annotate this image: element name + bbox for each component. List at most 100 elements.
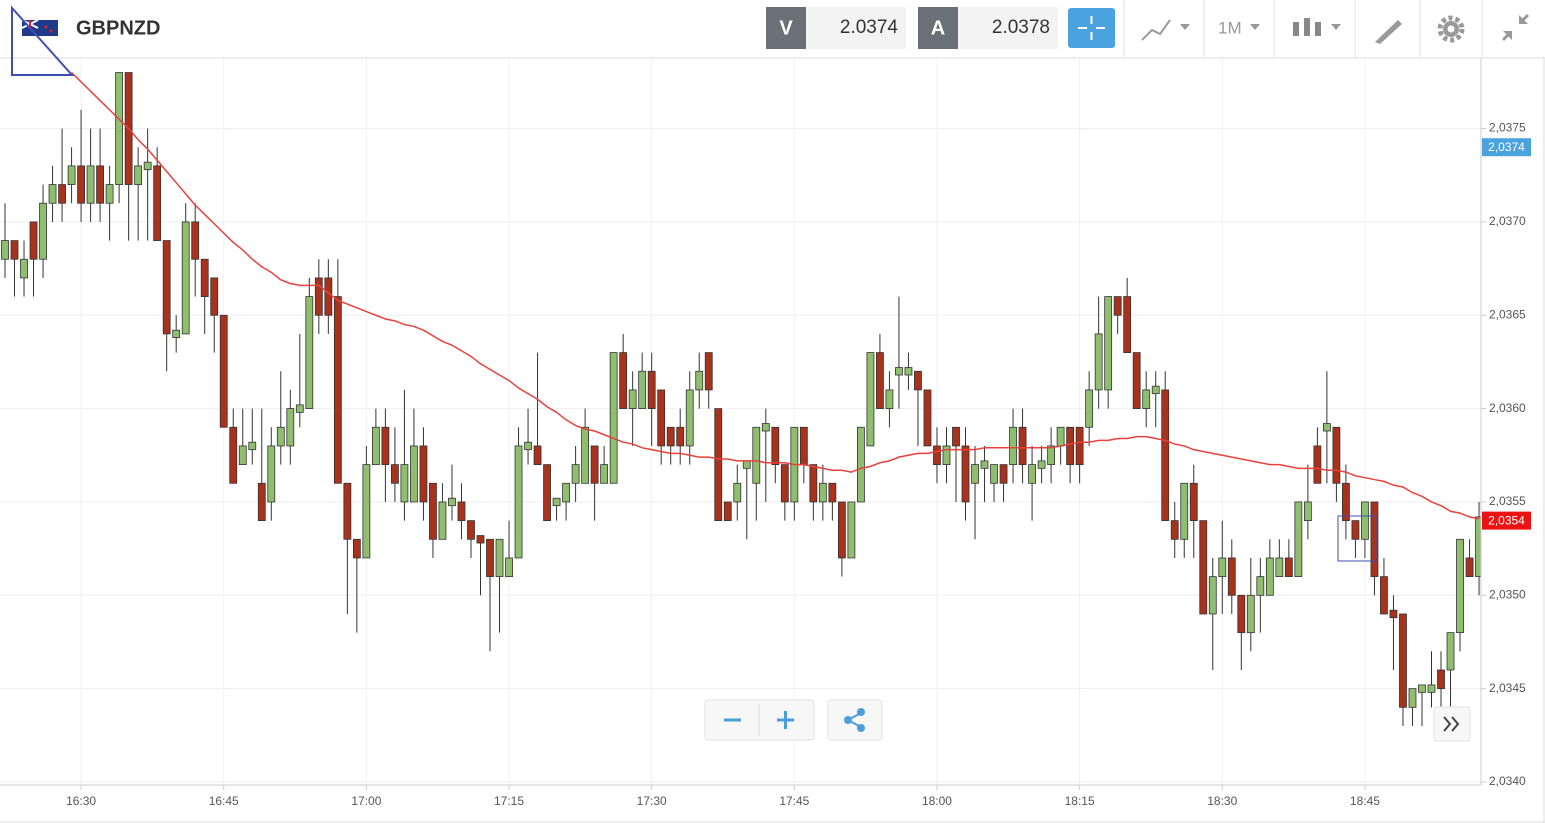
collapse-button[interactable] (1501, 13, 1530, 42)
candles-icon (1293, 22, 1299, 36)
candle-body (191, 221, 200, 260)
candle-body (1465, 557, 1474, 578)
candle-body (914, 370, 922, 391)
candle-body (153, 165, 162, 241)
plot-area (1, 72, 1481, 726)
candle-body (771, 426, 780, 466)
candle-body (1408, 688, 1417, 708)
flag-icon (21, 19, 58, 36)
drawing-button[interactable] (1375, 20, 1402, 44)
candle-body (1294, 501, 1303, 578)
candle-body (961, 445, 970, 503)
x-tick-label: 18:45 (1350, 794, 1380, 808)
candle-body (476, 535, 485, 544)
flag (49, 29, 53, 33)
settings-button[interactable] (1437, 15, 1465, 43)
collapse-icon (1503, 31, 1512, 40)
candle-body (752, 426, 761, 484)
candle-body (324, 277, 333, 316)
candle-body (1389, 609, 1398, 619)
candle-body (1066, 426, 1075, 466)
candle-body (1351, 520, 1360, 540)
candle-body (286, 408, 295, 447)
chart-type-button[interactable] (1141, 19, 1190, 41)
zoom-in-button[interactable] (777, 711, 794, 729)
candle-body (391, 464, 399, 484)
scroll-end-box (1433, 706, 1471, 742)
candle-body (600, 464, 609, 484)
candle-body (942, 445, 951, 466)
sell-button[interactable]: V 2.0374 (766, 7, 906, 49)
candle-body (172, 329, 181, 339)
candle-body (162, 240, 171, 335)
candle-body (505, 557, 513, 578)
x-tick-label: 17:45 (779, 794, 809, 808)
candle-body (86, 165, 95, 204)
buy-label-box (918, 7, 958, 49)
timeframe: 1M (1218, 18, 1242, 37)
candle-body (343, 482, 352, 540)
candle-body (20, 258, 28, 279)
dropdown-arrow (1331, 24, 1341, 30)
candle-body (143, 161, 152, 171)
x-tick-label: 18:30 (1207, 794, 1237, 808)
buy-price: 2.0378 (992, 17, 1050, 38)
candle-body (590, 445, 599, 484)
candle-body (780, 464, 789, 503)
candles-icon (1315, 22, 1321, 36)
candle-body (799, 426, 808, 466)
candle-body (1104, 296, 1113, 391)
scroll-end-icon (1451, 716, 1460, 732)
candle-body (543, 464, 551, 522)
candle-body (1132, 352, 1141, 409)
candle-body (486, 538, 494, 578)
candle-body (1199, 520, 1208, 615)
candle-body (1246, 594, 1255, 634)
candle-body (58, 184, 66, 204)
candle-body (1380, 576, 1388, 615)
candle-body (809, 464, 818, 503)
share-box (827, 699, 883, 741)
candles-button[interactable] (1293, 18, 1341, 36)
candle-body (562, 482, 570, 503)
candle-body (990, 464, 998, 484)
selection-box (1337, 515, 1377, 562)
buy-button[interactable]: A 2.0378 (918, 7, 1058, 49)
candle-body (229, 426, 238, 484)
candle-body (295, 404, 304, 413)
candle-body (695, 370, 704, 391)
price-marker-label: 2,0354 (1488, 513, 1525, 527)
chart-type-icon (1141, 19, 1171, 41)
share-button[interactable] (827, 699, 883, 741)
candle-body (1113, 296, 1122, 316)
candle-body (1275, 557, 1284, 578)
candle-body (1370, 501, 1379, 578)
candle-body (467, 520, 475, 540)
candle-body (429, 482, 437, 540)
candle-body (1437, 669, 1445, 690)
toolbar: GBPNZD V 2.0374 A 2.0378 1M (0, 0, 1545, 76)
y-tick-label: 2,0365 (1489, 307, 1526, 321)
candle-body (115, 72, 124, 185)
candle-body (742, 460, 751, 469)
candle-body (1475, 516, 1481, 578)
candle-body (1009, 426, 1017, 466)
x-tick-label: 18:15 (1065, 794, 1095, 808)
candle-body (733, 482, 742, 503)
settings-icon (1437, 15, 1465, 43)
candle-body (1361, 501, 1369, 540)
axes: 2,03402,03452,03502,03552,03602,03652,03… (0, 58, 1545, 823)
candle-body (676, 426, 685, 447)
crosshair-button[interactable] (1068, 8, 1115, 48)
candle-body (48, 184, 57, 204)
candle-body (1427, 684, 1436, 693)
candle-body (1018, 426, 1027, 466)
candle-body (1189, 482, 1198, 522)
scroll-end-button[interactable] (1433, 706, 1471, 742)
candle-body (1037, 460, 1046, 469)
timeframe-button[interactable]: 1M (1218, 18, 1260, 37)
candle-body (305, 296, 314, 409)
candle-body (647, 370, 656, 410)
flag (44, 25, 48, 29)
candle-body (619, 352, 628, 409)
